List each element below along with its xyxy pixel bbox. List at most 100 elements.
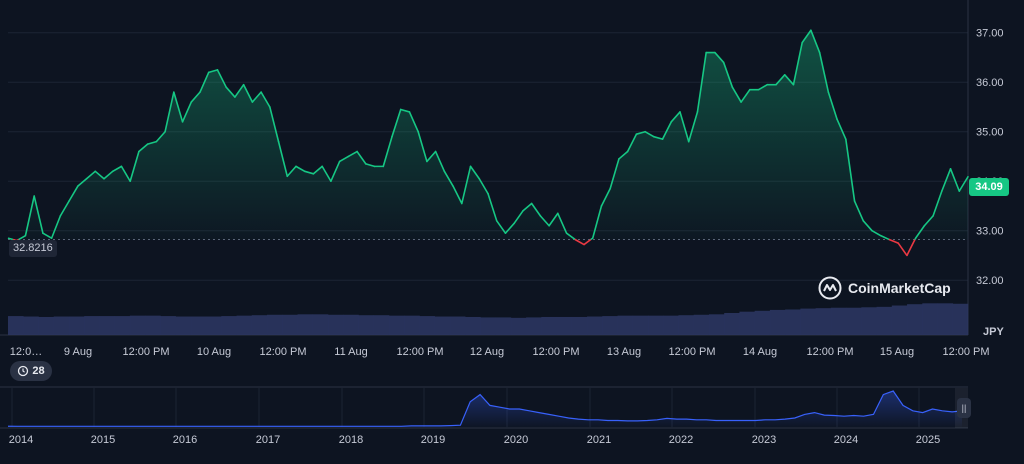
volume-bar <box>663 315 679 335</box>
price-line-segment <box>862 220 873 232</box>
volume-bar <box>129 315 146 335</box>
price-line-segment <box>626 133 638 153</box>
price-line-segment <box>783 74 795 86</box>
navigator-year-label: 2024 <box>834 434 858 446</box>
navigator-area <box>8 391 962 427</box>
price-line-segment <box>871 229 882 237</box>
price-line-segment <box>426 150 437 163</box>
range-navigator[interactable] <box>0 386 968 429</box>
price-line-segment <box>949 168 961 192</box>
price-line-segment <box>111 165 123 173</box>
x-tick-label: 12:00 PM <box>259 346 306 358</box>
price-line-segment <box>696 51 707 113</box>
price-line-segment <box>836 118 847 140</box>
volume-bar <box>693 314 710 335</box>
volume-bar <box>328 314 344 335</box>
price-line-segment <box>653 135 664 140</box>
volume-bar <box>297 314 314 335</box>
y-tick-label: 36.00 <box>976 77 1004 89</box>
price-line-segment <box>155 130 166 143</box>
navigator-year-label: 2023 <box>752 434 776 446</box>
volume-bar <box>8 316 24 335</box>
volume-bar <box>861 307 877 335</box>
price-line-segment <box>469 165 481 180</box>
price-line-segment <box>173 91 184 123</box>
volume-bar <box>84 316 100 335</box>
x-tick-label: 12:00 PM <box>668 346 715 358</box>
volume-bar <box>739 311 755 335</box>
volume-bar <box>556 316 573 335</box>
price-line-segment <box>731 86 742 103</box>
navigator-year-label: 2020 <box>504 434 528 446</box>
navigator-year-label: 2021 <box>587 434 611 446</box>
navigator-year-label: 2015 <box>91 434 115 446</box>
volume-bar <box>68 316 85 335</box>
price-area-fill <box>8 30 968 240</box>
price-line-segment <box>600 187 611 207</box>
price-line-segment <box>914 224 926 239</box>
price-line-segment <box>24 195 35 237</box>
price-line-segment <box>714 51 725 64</box>
volume-bar <box>769 309 786 335</box>
navigator-year-label: 2018 <box>339 434 363 446</box>
price-line-segment <box>408 111 419 133</box>
price-line-segment <box>591 205 603 239</box>
price-line-segment <box>251 91 262 103</box>
history-button[interactable]: 28 <box>10 361 52 381</box>
price-line-segment <box>661 121 673 140</box>
price-line-segment <box>59 200 70 217</box>
price-line-segment <box>7 237 14 241</box>
price-line-segment <box>260 91 271 108</box>
x-tick-label: 11 Aug <box>334 346 367 358</box>
volume-bar <box>419 316 435 335</box>
volume-bar <box>99 316 115 335</box>
volume-bar <box>53 316 70 335</box>
price-line-segment <box>897 242 908 257</box>
price-line-segment <box>199 71 210 93</box>
volume-bar <box>373 315 390 335</box>
price-line-segment <box>941 168 952 192</box>
price-line-segment <box>42 232 53 239</box>
price-line-segment <box>129 150 140 183</box>
price-line-segment <box>906 239 916 256</box>
volume-bar <box>449 316 466 335</box>
price-line-segment <box>146 140 158 145</box>
history-count: 28 <box>32 365 45 377</box>
volume-bar <box>891 305 908 335</box>
price-line-segment <box>216 69 227 88</box>
price-line-segment <box>85 170 97 180</box>
price-line-segment <box>391 108 402 138</box>
volume-bar <box>632 315 649 335</box>
price-line-segment <box>495 220 507 234</box>
x-axis-ticks: 12:0… 9 Aug 12:00 PM 10 Aug 12:00 PM 11 Aug 12… <box>10 346 990 358</box>
price-line-segment <box>452 185 463 205</box>
volume-bar <box>38 316 55 335</box>
price-line-segment <box>487 192 498 222</box>
price-line-segment <box>574 238 585 246</box>
x-tick-label: 14 Aug <box>743 346 777 358</box>
price-line-segment <box>618 150 629 160</box>
price-line-segment <box>923 215 934 227</box>
price-line-segment <box>539 215 550 227</box>
navigator-year-label: 2022 <box>669 434 693 446</box>
price-line-segment <box>207 69 219 74</box>
x-tick-label: 13 Aug <box>607 346 641 358</box>
price-area <box>8 30 968 240</box>
volume-bar <box>724 313 740 335</box>
current-price-badge: 34.09 <box>969 178 1009 196</box>
price-line-segment <box>880 234 890 241</box>
navigator-drag-handle[interactable]: || <box>957 398 971 418</box>
price-line-segment <box>382 135 393 168</box>
volume-bar <box>358 315 375 335</box>
volume-bar <box>526 317 542 335</box>
volume-bar <box>617 315 634 335</box>
volume-bar <box>830 307 847 335</box>
x-tick-label: 12:00 PM <box>532 346 579 358</box>
navigator-line <box>7 390 963 427</box>
price-line-segment <box>609 158 620 190</box>
volume-bars <box>8 303 969 335</box>
price-line-segment <box>827 91 838 121</box>
x-tick-label: 12:00 PM <box>942 346 989 358</box>
volume-bar <box>465 316 481 335</box>
